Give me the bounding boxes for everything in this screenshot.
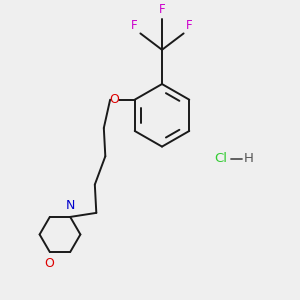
Text: O: O [44, 257, 54, 270]
Text: F: F [186, 19, 193, 32]
Text: F: F [131, 19, 138, 32]
Text: N: N [65, 199, 75, 212]
Text: Cl: Cl [214, 152, 227, 165]
Text: H: H [244, 152, 253, 165]
Text: F: F [159, 3, 165, 16]
Text: O: O [110, 93, 119, 106]
